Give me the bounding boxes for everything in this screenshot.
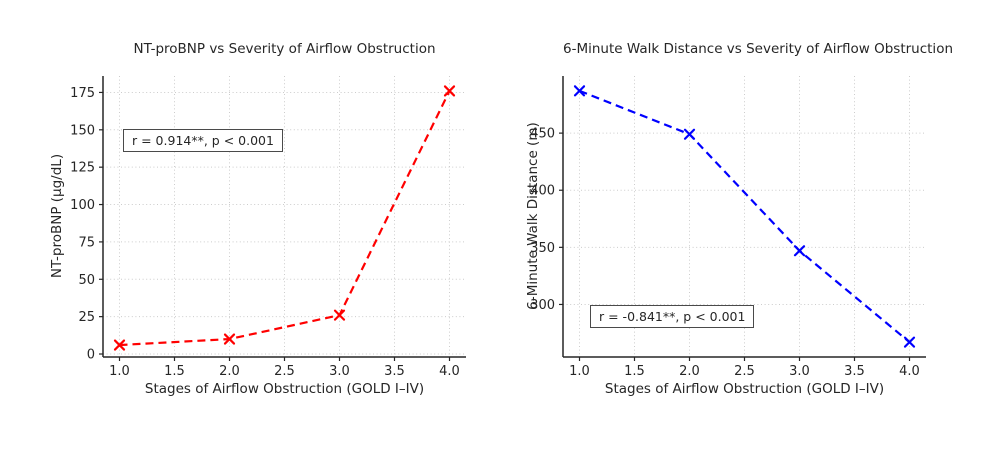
svg-text:50: 50	[78, 273, 95, 288]
svg-text:3.0: 3.0	[789, 364, 810, 379]
svg-text:1.0: 1.0	[569, 364, 590, 379]
y-axis-label: NT-proBNP (µg/dL)	[49, 153, 65, 279]
chart-panel-nt-probnp: 1.0 1.5 2.0 2.5 3.0 3.5 4.0 0 25 50 75 100 125 150 175…	[49, 41, 466, 397]
plot-area-6mwd: 1.0 1.5 2.0 2.5 3.0 3.5 4.0 300 350 400 450	[530, 76, 926, 379]
svg-text:350: 350	[530, 241, 555, 256]
svg-text:3.5: 3.5	[384, 364, 405, 379]
svg-text:1.5: 1.5	[624, 364, 645, 379]
y-axis-label: 6-Minute Walk Distance (m)	[525, 122, 541, 310]
svg-text:3.5: 3.5	[844, 364, 865, 379]
svg-text:4.0: 4.0	[439, 364, 460, 379]
correlation-annotation: r = 0.914**, p < 0.001	[123, 129, 283, 152]
correlation-annotation: r = -0.841**, p < 0.001	[590, 305, 755, 328]
chart-panel-6mwd: 1.0 1.5 2.0 2.5 3.0 3.5 4.0 300 350 400 450 6-Minu…	[493, 0, 986, 450]
svg-text:2.0: 2.0	[679, 364, 700, 379]
svg-text:100: 100	[70, 198, 95, 213]
svg-text:400: 400	[530, 184, 555, 199]
plot-area-nt-probnp: 1.0 1.5 2.0 2.5 3.0 3.5 4.0 0 25 50 75 100 125 150 175	[70, 76, 466, 379]
svg-text:2.5: 2.5	[734, 364, 755, 379]
svg-text:4.0: 4.0	[899, 364, 920, 379]
svg-text:2.5: 2.5	[274, 364, 295, 379]
chart-title: 6-Minute Walk Distance vs Severity of Ai…	[563, 41, 954, 57]
x-axis-label: Stages of Airflow Obstruction (GOLD I–IV…	[144, 381, 425, 397]
svg-text:450: 450	[530, 127, 555, 142]
svg-text:75: 75	[78, 235, 95, 250]
x-axis-label: Stages of Airflow Obstruction (GOLD I–IV…	[604, 381, 885, 397]
chart-title: NT-proBNP vs Severity of Airflow Obstruc…	[133, 41, 436, 57]
svg-text:175: 175	[70, 86, 95, 101]
svg-text:1.5: 1.5	[164, 364, 185, 379]
svg-text:300: 300	[530, 298, 555, 313]
svg-text:150: 150	[70, 123, 95, 138]
svg-text:0: 0	[87, 348, 95, 363]
svg-text:25: 25	[78, 310, 95, 325]
svg-text:1.0: 1.0	[109, 364, 130, 379]
svg-text:2.0: 2.0	[219, 364, 240, 379]
svg-text:3.0: 3.0	[329, 364, 350, 379]
svg-text:125: 125	[70, 161, 95, 176]
